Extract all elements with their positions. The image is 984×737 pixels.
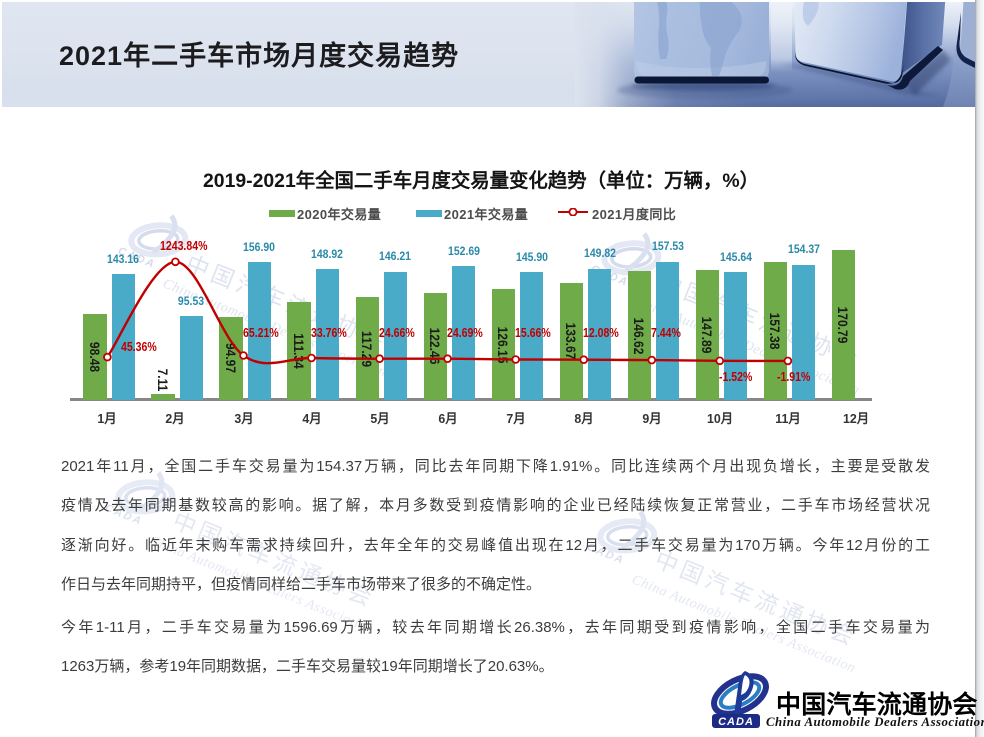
svg-text:China Automobile Dealers Assoc: China Automobile Dealers Association bbox=[766, 715, 984, 729]
svg-text:中国汽车流通协会: 中国汽车流通协会 bbox=[776, 690, 978, 719]
svg-text:CADA: CADA bbox=[718, 716, 754, 728]
